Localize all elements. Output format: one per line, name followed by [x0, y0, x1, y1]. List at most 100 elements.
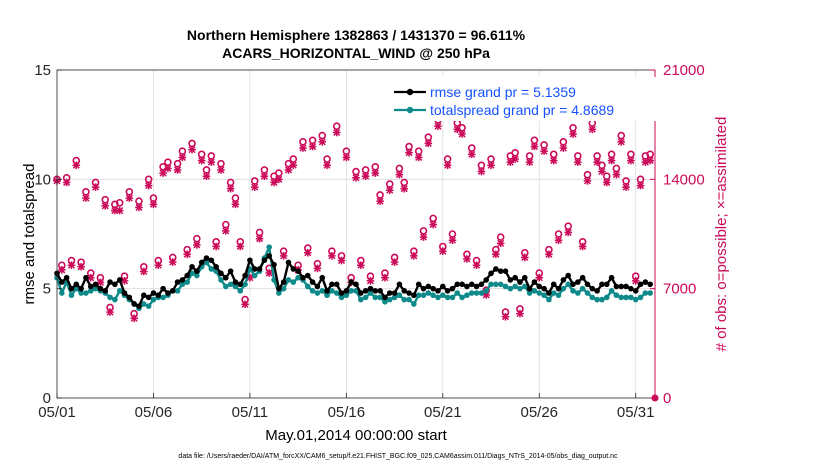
obs-assimilated-point [221, 227, 230, 235]
rmse-point [160, 285, 166, 292]
totalspread-point [628, 294, 634, 301]
totalspread-point [608, 288, 615, 294]
rmse-point [198, 259, 205, 266]
totalspread-point [502, 283, 509, 290]
rmse-point [78, 285, 84, 292]
rmse-point [517, 279, 523, 285]
y-right-tick-label: 21000 [663, 62, 705, 79]
rmse-point [497, 268, 504, 274]
obs-assimilated-point [574, 158, 582, 166]
totalspread-point [478, 290, 485, 296]
rmse-point [454, 281, 461, 288]
totalspread-point [208, 266, 215, 272]
rmse-point [329, 281, 335, 288]
totalspread-point [78, 290, 84, 296]
totalspread-point [637, 294, 644, 301]
obs-assimilated-point [193, 241, 201, 249]
obs-assimilated-point [530, 142, 539, 151]
rmse-point [401, 288, 408, 294]
x-tick-label: 05/31 [617, 404, 655, 421]
rmse-point [411, 292, 417, 299]
legend-box [392, 77, 656, 121]
totalspread-point [382, 298, 388, 305]
rmse-point [276, 285, 282, 292]
rmse-point [488, 270, 494, 277]
x-tick-label: 05/21 [424, 404, 462, 421]
obs-assimilated-point [434, 122, 442, 131]
obs-assimilated-point [472, 261, 481, 270]
rmse-series [54, 253, 653, 309]
rmse-point [107, 279, 113, 285]
rmse-point [271, 261, 277, 268]
totalspread-point [87, 288, 94, 294]
obs-assimilated-point [101, 202, 110, 210]
rmse-point [642, 279, 649, 285]
obs-assimilated-point [501, 312, 510, 321]
totalspread-point [141, 301, 147, 307]
rmse-point [121, 290, 128, 296]
rmse-point [584, 281, 591, 288]
totalspread-point [526, 290, 533, 296]
rmse-point [300, 274, 306, 281]
totalspread-point [521, 283, 528, 290]
rmse-point [304, 272, 311, 279]
rmse-point [165, 290, 171, 296]
totalspread-point [367, 290, 374, 296]
x-axis-label: May.01,2014 00:00:00 start [265, 427, 447, 444]
rmse-point [391, 290, 398, 296]
rmse-point [483, 277, 490, 283]
rmse-point [174, 279, 181, 285]
x-tick-label: 05/01 [38, 404, 76, 421]
rmse-point [546, 290, 552, 296]
y-right-tick-label: 7000 [663, 281, 696, 298]
totalspread-point [362, 294, 369, 301]
rmse-point [208, 257, 215, 264]
rmse-point [415, 281, 422, 288]
totalspread-point [570, 288, 576, 294]
rmse-point [613, 283, 620, 290]
totalspread-point [194, 272, 200, 279]
rmse-point [314, 283, 321, 290]
obs-assimilated-point [207, 158, 216, 166]
obs-assimilated-point [607, 156, 616, 165]
obs-assimilated-point [260, 172, 269, 181]
rmse-point [632, 288, 639, 294]
obs-assimilated-point [598, 167, 606, 176]
totalspread-point [599, 296, 605, 303]
totalspread-point [425, 290, 432, 296]
obs-assimilated-point [188, 145, 196, 154]
obs-assimilated-point [554, 236, 563, 245]
legend-rmse-label: rmse grand pr = 5.1359 [430, 84, 576, 100]
rmse-point [203, 255, 210, 261]
totalspread-point [266, 244, 272, 250]
rmse-point [464, 283, 470, 290]
y-left-tick-label: 5 [43, 281, 51, 298]
obs-assimilated-point [612, 170, 621, 179]
obs-assimilated-point [583, 177, 592, 185]
rmse-point [430, 285, 436, 292]
obs-assimilated-point [376, 197, 384, 205]
obs-assimilated-point [58, 266, 66, 274]
totalspread-point [550, 290, 557, 296]
rmse-point [541, 285, 547, 292]
totalspread-point [497, 281, 504, 288]
rmse-point [555, 285, 562, 292]
legend-spread-marker [406, 106, 414, 114]
obs-assimilated-point [173, 166, 182, 174]
rmse-point [372, 288, 379, 294]
obs-assimilated-point [545, 250, 553, 259]
rmse-point [83, 274, 89, 281]
totalspread-point [251, 272, 258, 279]
obs-assimilated-point [564, 228, 572, 237]
obs-assimilated-point [202, 172, 211, 181]
totalspread-point [372, 294, 379, 301]
totalspread-point [290, 279, 297, 285]
rmse-point [73, 281, 80, 288]
obs-assimilated-point [439, 247, 447, 255]
obs-assimilated-point [549, 156, 558, 165]
rmse-point [493, 266, 499, 272]
obs-assimilated-point [414, 153, 423, 162]
rmse-point [478, 281, 485, 288]
totalspread-point [507, 285, 514, 292]
